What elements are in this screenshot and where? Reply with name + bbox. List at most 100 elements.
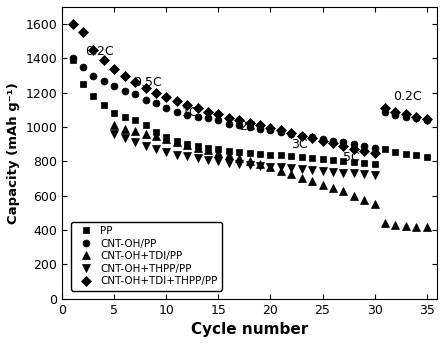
PP — [413, 153, 419, 158]
CNT-OH/PP — [132, 93, 138, 97]
PP — [122, 115, 127, 119]
CNT-OH+TDI/PP — [237, 156, 242, 160]
CNT-OH+THPP/PP — [258, 164, 263, 168]
CNT-OH+TDI+THPP/PP — [247, 121, 252, 125]
CNT-OH/PP — [351, 142, 357, 146]
CNT-OH+THPP/PP — [226, 161, 231, 165]
CNT-OH+THPP/PP — [361, 172, 367, 176]
CNT-OH/PP — [330, 139, 336, 143]
CNT-OH+THPP/PP — [268, 164, 273, 169]
CNT-OH/PP — [320, 137, 325, 141]
PP — [91, 94, 96, 98]
CNT-OH+TDI+THPP/PP — [216, 112, 221, 116]
CNT-OH+TDI+THPP/PP — [237, 118, 242, 122]
CNT-OH+TDI/PP — [122, 127, 127, 131]
CNT-OH/PP — [289, 132, 294, 136]
Line: CNT-OH+TDI+THPP/PP: CNT-OH+TDI+THPP/PP — [69, 21, 430, 156]
Line: CNT-OH+TDI/PP: CNT-OH+TDI/PP — [110, 121, 431, 232]
PP — [247, 151, 252, 155]
PP — [185, 142, 190, 146]
PP — [258, 152, 263, 156]
CNT-OH/PP — [185, 113, 190, 117]
CNT-OH+THPP/PP — [143, 144, 148, 148]
CNT-OH+TDI/PP — [289, 172, 294, 176]
CNT-OH/PP — [80, 65, 86, 69]
CNT-OH+TDI+THPP/PP — [351, 147, 357, 151]
CNT-OH/PP — [195, 115, 200, 119]
CNT-OH+TDI+THPP/PP — [413, 115, 419, 119]
PP — [70, 58, 75, 62]
CNT-OH+TDI/PP — [226, 153, 231, 158]
CNT-OH+TDI+THPP/PP — [299, 133, 305, 138]
CNT-OH+TDI+THPP/PP — [153, 91, 159, 95]
CNT-OH+TDI+THPP/PP — [258, 123, 263, 127]
CNT-OH/PP — [237, 123, 242, 127]
CNT-OH+THPP/PP — [278, 165, 284, 170]
PP — [330, 158, 336, 162]
CNT-OH+TDI+THPP/PP — [330, 141, 336, 146]
CNT-OH+TDI+THPP/PP — [174, 99, 179, 104]
CNT-OH+THPP/PP — [341, 171, 346, 175]
CNT-OH+TDI/PP — [278, 169, 284, 173]
CNT-OH+TDI+THPP/PP — [341, 144, 346, 148]
CNT-OH+TDI/PP — [153, 135, 159, 139]
PP — [216, 147, 221, 151]
CNT-OH+THPP/PP — [185, 154, 190, 158]
CNT-OH+TDI/PP — [372, 202, 377, 206]
CNT-OH/PP — [258, 127, 263, 131]
CNT-OH/PP — [111, 84, 117, 88]
PP — [143, 123, 148, 127]
CNT-OH+TDI+THPP/PP — [132, 79, 138, 84]
CNT-OH/PP — [164, 106, 169, 110]
Line: PP: PP — [69, 57, 430, 168]
PP — [289, 154, 294, 158]
PP — [268, 152, 273, 157]
Text: 0.2C: 0.2C — [393, 89, 422, 103]
PP — [424, 155, 429, 159]
CNT-OH+TDI+THPP/PP — [226, 116, 231, 120]
CNT-OH/PP — [216, 118, 221, 122]
CNT-OH/PP — [70, 56, 75, 61]
CNT-OH+THPP/PP — [122, 136, 127, 140]
CNT-OH+TDI/PP — [205, 148, 210, 152]
CNT-OH+TDI/PP — [351, 194, 357, 198]
PP — [174, 139, 179, 143]
CNT-OH/PP — [91, 74, 96, 78]
PP — [278, 153, 284, 158]
CNT-OH+THPP/PP — [164, 150, 169, 154]
CNT-OH+TDI+THPP/PP — [122, 74, 127, 78]
CNT-OH/PP — [278, 130, 284, 134]
PP — [299, 155, 305, 159]
Text: 1C: 1C — [182, 106, 198, 119]
Y-axis label: Capacity (mAh g⁻¹): Capacity (mAh g⁻¹) — [7, 82, 20, 224]
CNT-OH+TDI+THPP/PP — [393, 109, 398, 114]
Text: 0.5C: 0.5C — [133, 76, 162, 89]
CNT-OH+THPP/PP — [216, 159, 221, 163]
PP — [351, 160, 357, 164]
CNT-OH+THPP/PP — [174, 152, 179, 157]
PP — [153, 130, 159, 134]
CNT-OH+TDI/PP — [216, 151, 221, 155]
CNT-OH+TDI/PP — [341, 189, 346, 193]
PP — [111, 111, 117, 115]
CNT-OH+THPP/PP — [247, 163, 252, 167]
PP — [309, 156, 315, 160]
CNT-OH+TDI+THPP/PP — [164, 95, 169, 99]
CNT-OH+TDI/PP — [424, 225, 429, 229]
CNT-OH/PP — [424, 118, 429, 122]
CNT-OH/PP — [226, 121, 231, 126]
PP — [382, 147, 388, 151]
Text: 2C: 2C — [239, 120, 256, 133]
CNT-OH+THPP/PP — [132, 140, 138, 144]
CNT-OH+THPP/PP — [299, 167, 305, 171]
PP — [393, 150, 398, 154]
CNT-OH+THPP/PP — [153, 147, 159, 151]
CNT-OH+TDI+THPP/PP — [101, 58, 107, 62]
PP — [164, 135, 169, 139]
CNT-OH/PP — [372, 146, 377, 150]
CNT-OH+THPP/PP — [289, 166, 294, 170]
CNT-OH+TDI/PP — [403, 224, 408, 228]
CNT-OH/PP — [393, 113, 398, 117]
CNT-OH+THPP/PP — [237, 162, 242, 166]
CNT-OH+TDI/PP — [258, 162, 263, 166]
